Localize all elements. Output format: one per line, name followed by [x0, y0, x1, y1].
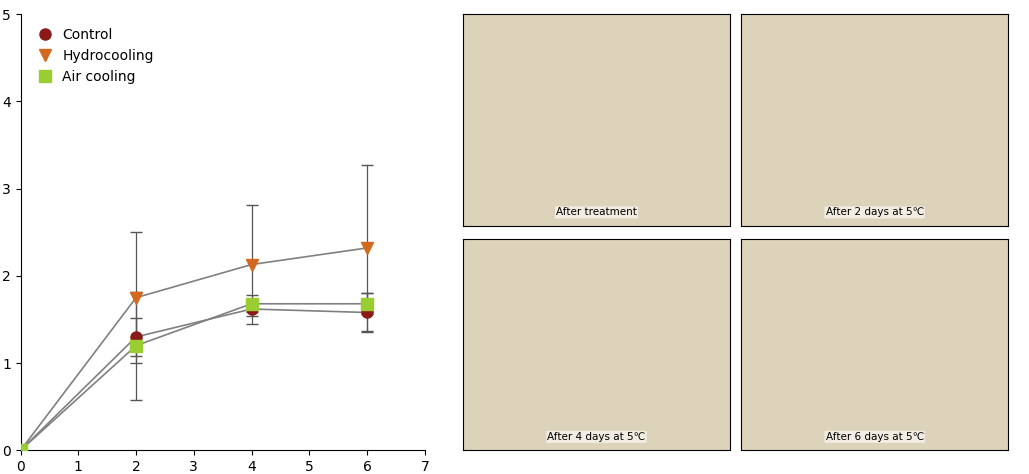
Air cooling	[245, 301, 257, 307]
Line: Control: Control	[15, 303, 372, 456]
Control	[14, 447, 27, 453]
Legend: Control, Hydrocooling, Air cooling: Control, Hydrocooling, Air cooling	[28, 21, 161, 91]
Hydrocooling	[245, 262, 257, 267]
Hydrocooling	[361, 245, 374, 251]
Control	[361, 310, 374, 315]
Air cooling	[130, 343, 142, 348]
Air cooling	[361, 301, 374, 307]
Text: After treatment: After treatment	[556, 208, 637, 218]
Text: After 4 days at 5℃: After 4 days at 5℃	[547, 432, 645, 442]
Air cooling	[14, 447, 27, 453]
Line: Hydrocooling: Hydrocooling	[15, 242, 372, 456]
Text: After 6 days at 5℃: After 6 days at 5℃	[825, 432, 924, 442]
Text: After 2 days at 5℃: After 2 days at 5℃	[825, 208, 924, 218]
Hydrocooling	[14, 447, 27, 453]
Control	[130, 334, 142, 340]
Line: Air cooling: Air cooling	[15, 298, 372, 456]
Hydrocooling	[130, 295, 142, 301]
Control	[245, 306, 257, 312]
